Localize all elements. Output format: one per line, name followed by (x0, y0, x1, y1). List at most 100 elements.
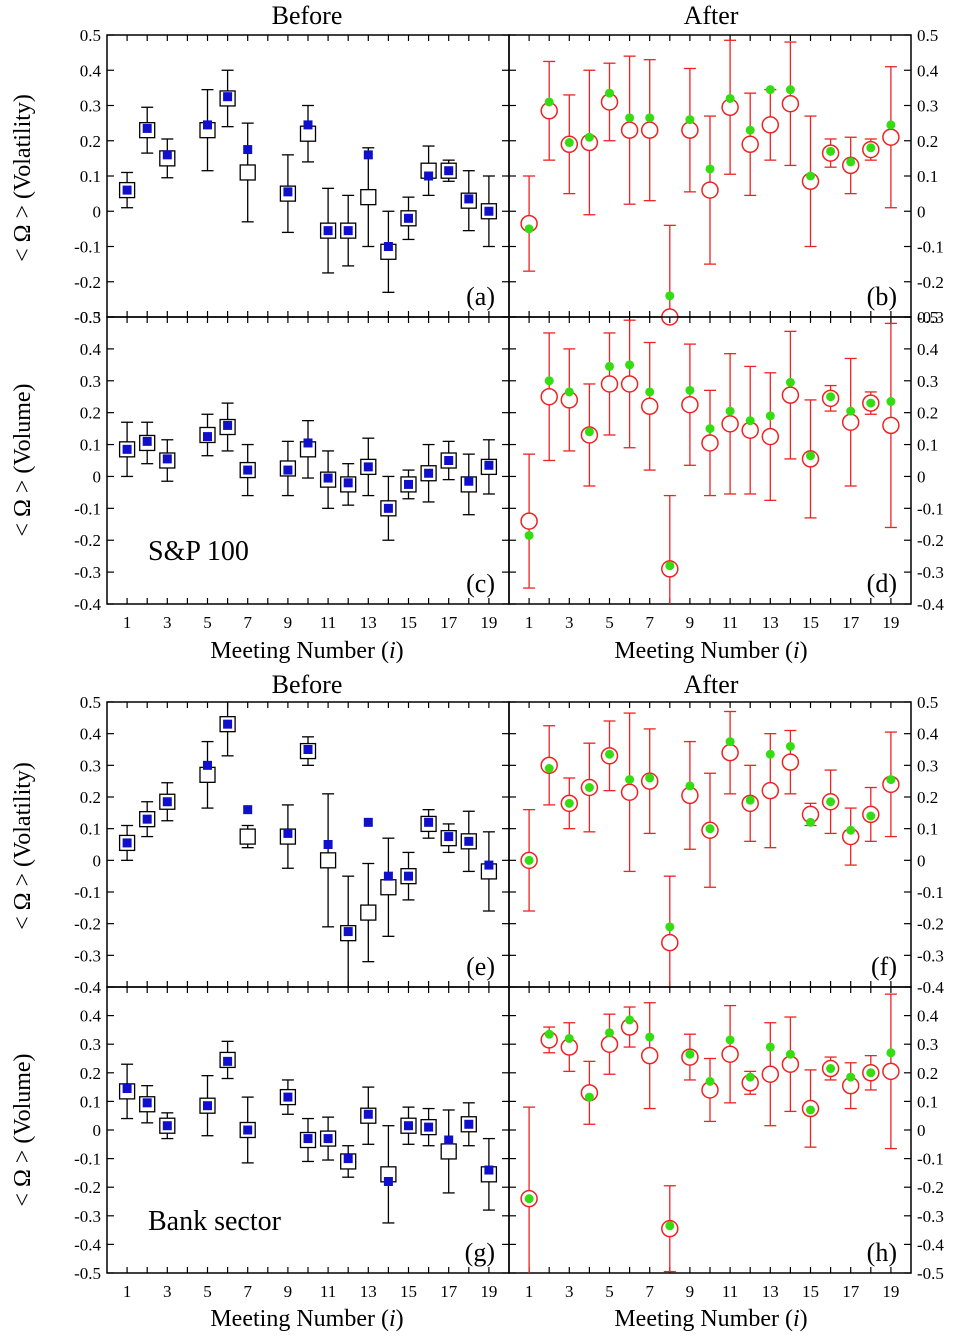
filled-square-marker (464, 476, 474, 486)
filled-circle-marker (745, 416, 755, 426)
open-circle-marker (600, 375, 619, 393)
xlabel-variable: i (389, 638, 396, 664)
open-square-marker (360, 904, 377, 921)
filled-circle-marker (564, 138, 574, 148)
filled-circle-marker (524, 855, 534, 865)
filled-circle-marker (564, 798, 574, 808)
filled-square-marker (424, 468, 434, 478)
y-tick-label: -0.3 (74, 946, 101, 965)
filled-circle-marker (886, 1048, 896, 1058)
filled-square-marker (203, 432, 212, 442)
filled-square-marker (323, 473, 333, 483)
filled-circle-marker (645, 773, 655, 783)
open-circle-marker (681, 395, 699, 414)
filled-circle-marker (826, 1064, 836, 1074)
y-tick-label: -0.4 (917, 595, 944, 614)
panel-h: 0.40.30.20.10-0.1-0.2-0.3-0.4-0.51 3 5 7 9 11… (508, 986, 944, 1301)
y-tick-label: -0.4 (917, 978, 944, 997)
filled-circle-marker (524, 224, 534, 234)
y-tick-label: 0.2 (80, 132, 101, 151)
open-square-marker (440, 1143, 457, 1160)
filled-circle-marker (544, 97, 554, 107)
y-tick-label: 0.4 (917, 725, 939, 744)
filled-square-marker (484, 206, 494, 216)
y-tick-label: -0.1 (74, 238, 101, 257)
filled-circle-marker (806, 451, 815, 461)
panel-label: (c) (466, 569, 495, 598)
filled-square-marker (484, 460, 494, 470)
panel-e: 0.5 0.4 0.3 0.2 0.1 0 -0.1 -0.2 -0.3 -0.4 (e) (74, 693, 510, 997)
open-circle-marker (882, 416, 900, 435)
open-circle-marker (761, 116, 780, 134)
annotation-bank-sector: Bank sector (148, 1206, 282, 1237)
x-tick-label: 17 (440, 1282, 458, 1301)
filled-circle-marker (745, 795, 755, 805)
y-tick-label: 0.5 (80, 308, 101, 327)
open-circle-marker (681, 121, 699, 139)
xlabel-top-left: Meeting Number (i) (210, 638, 403, 664)
y-tick-label: 0.2 (917, 132, 938, 151)
x-tick-label: 5 (203, 613, 212, 632)
filled-circle-marker (765, 411, 775, 421)
filled-square-marker (203, 760, 212, 770)
open-circle-marker (761, 427, 780, 446)
y-tick-label: 0.2 (917, 404, 938, 423)
xlabel-tail: ) (396, 638, 404, 664)
y-tick-label: -0.4 (74, 595, 101, 614)
filled-square-marker (424, 1122, 434, 1132)
x-tick-label: 19 (882, 613, 899, 632)
filled-circle-marker (846, 825, 856, 835)
y-tick-label: -0.2 (74, 915, 101, 934)
filled-square-marker (283, 465, 293, 475)
xlabel-variable: i (793, 638, 800, 664)
filled-circle-marker (665, 291, 675, 301)
filled-square-marker (404, 1121, 413, 1131)
open-circle-marker (882, 128, 900, 146)
filled-circle-marker (685, 385, 695, 395)
panel-d: 0.50.40.30.20.10-0.1-0.2-0.3-0.41 3 5 7 9 11 1… (508, 308, 944, 632)
filled-square-marker (363, 817, 373, 827)
panel-b: 0.5 0.4 0.3 0.2 0.1 0 -0.1 -0.2 -0.3 (b) (508, 26, 944, 327)
open-circle-marker (520, 512, 538, 530)
panel-label: (f) (871, 952, 897, 981)
x-tick-label: 17 (440, 613, 458, 632)
filled-square-marker (444, 456, 454, 465)
row-label-volume-top: < Ω > (Volume) (10, 383, 36, 536)
xlabel-top-right: Meeting Number (i) (614, 638, 807, 664)
filled-circle-marker (886, 120, 896, 130)
filled-circle-marker (625, 1015, 635, 1025)
filled-square-marker (444, 166, 454, 176)
x-tick-label: 3 (163, 1282, 172, 1301)
y-tick-label: 0.2 (80, 1064, 101, 1083)
x-tick-label: 11 (722, 613, 738, 632)
xlabel-top-left-text: Meeting Number ( (210, 638, 389, 664)
filled-circle-marker (544, 1029, 554, 1039)
y-tick-label: -0.3 (917, 946, 944, 965)
filled-circle-marker (725, 737, 735, 747)
y-tick-label: -0.4 (917, 1235, 944, 1254)
y-tick-label: 0.5 (80, 26, 101, 45)
xlabel-bottom-right: Meeting Number (i) (614, 1306, 807, 1332)
y-tick-label: -0.2 (74, 1178, 101, 1197)
filled-circle-marker (846, 1072, 856, 1082)
y-tick-label: 0 (917, 851, 926, 870)
filled-circle-marker (524, 530, 534, 540)
filled-square-marker (464, 1119, 474, 1129)
x-tick-label: 9 (686, 1282, 695, 1301)
y-tick-label: 0.1 (80, 1092, 101, 1111)
filled-square-marker (323, 1134, 333, 1144)
filled-circle-marker (866, 1068, 876, 1078)
y-tick-label: 0.3 (917, 1035, 938, 1054)
filled-square-marker (203, 1101, 212, 1111)
y-tick-label: 0 (917, 467, 926, 486)
xlabel-tail: ) (396, 1306, 404, 1332)
filled-circle-marker (886, 775, 896, 785)
filled-circle-marker (785, 1049, 795, 1059)
filled-circle-marker (625, 113, 635, 123)
filled-circle-marker (544, 376, 554, 386)
open-circle-marker (640, 1046, 659, 1065)
x-tick-label: 11 (320, 1282, 336, 1301)
xlabel-bottom-right-text: Meeting Number ( (614, 1306, 793, 1332)
section-titles: Before After Before After (272, 1, 739, 699)
filled-circle-marker (846, 406, 856, 416)
